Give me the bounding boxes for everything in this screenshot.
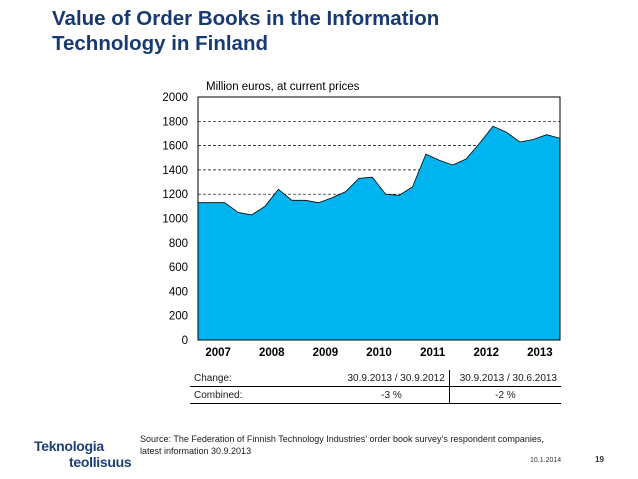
change-col2-header: 30.9.2013 / 30.6.2013 <box>449 370 561 387</box>
y-tick-label: 1400 <box>162 165 188 177</box>
change-label: Change: <box>190 370 335 387</box>
logo-line-2: teollisuus <box>69 454 132 470</box>
source-note: Source: The Federation of Finnish Techno… <box>140 433 600 457</box>
x-axis-ticks: 2007 2008 2009 2010 2011 2012 2013 <box>205 347 552 359</box>
change-header-row: Change: 30.9.2013 / 30.9.2012 30.9.2013 … <box>190 370 561 387</box>
source-line-1: Source: The Federation of Finnish Techno… <box>140 434 544 444</box>
logo-line-1: Teknologia <box>34 438 104 454</box>
source-line-2: latest information 30.9.2013 <box>140 446 252 456</box>
y-tick-label: 200 <box>169 311 188 323</box>
change-col1-header: 30.9.2013 / 30.9.2012 <box>334 370 450 387</box>
x-tick-label: 2010 <box>366 347 392 359</box>
x-tick-label: 2011 <box>420 347 446 359</box>
y-tick-label: 1200 <box>162 189 188 201</box>
unit-label: Million euros, at current prices <box>206 81 360 93</box>
combined-label: Combined: <box>190 386 335 404</box>
x-tick-label: 2012 <box>473 347 499 359</box>
footer-date: 10.1.2014 <box>530 457 562 464</box>
y-axis-ticks: 0 200 400 600 800 1000 1200 1400 1600 1800 2000 <box>162 92 188 347</box>
x-tick-label: 2008 <box>259 347 285 359</box>
y-tick-label: 800 <box>169 238 188 250</box>
y-tick-label: 400 <box>169 286 188 298</box>
order-book-chart: 0 200 400 600 800 1000 1200 1400 1600 1800 2000 20… <box>162 81 561 359</box>
teknologiateollisuus-logo: Teknologia teollisuus <box>34 438 134 470</box>
x-tick-label: 2013 <box>527 347 553 359</box>
page-number: 19 <box>595 455 604 464</box>
x-tick-label: 2007 <box>205 347 231 359</box>
combined-col1-value: -3 % <box>334 386 450 404</box>
slide-title: Value of Order Books in the Information … <box>52 6 612 56</box>
title-line-2: Technology in Finland <box>52 32 269 55</box>
y-tick-label: 2000 <box>162 92 188 104</box>
y-tick-label: 1800 <box>162 116 188 128</box>
change-table: Change: 30.9.2013 / 30.9.2012 30.9.2013 … <box>190 370 561 404</box>
y-tick-label: 1000 <box>162 214 188 226</box>
x-tick-label: 2009 <box>313 347 339 359</box>
y-tick-label: 0 <box>182 335 188 347</box>
plot-frame <box>197 96 561 341</box>
title-line-1: Value of Order Books in the Information <box>52 7 440 30</box>
combined-row: Combined: -3 % -2 % <box>190 386 561 404</box>
y-tick-label: 1600 <box>162 141 188 153</box>
order-book-area <box>197 125 561 341</box>
combined-col2-value: -2 % <box>449 386 561 404</box>
y-tick-label: 600 <box>169 262 188 274</box>
